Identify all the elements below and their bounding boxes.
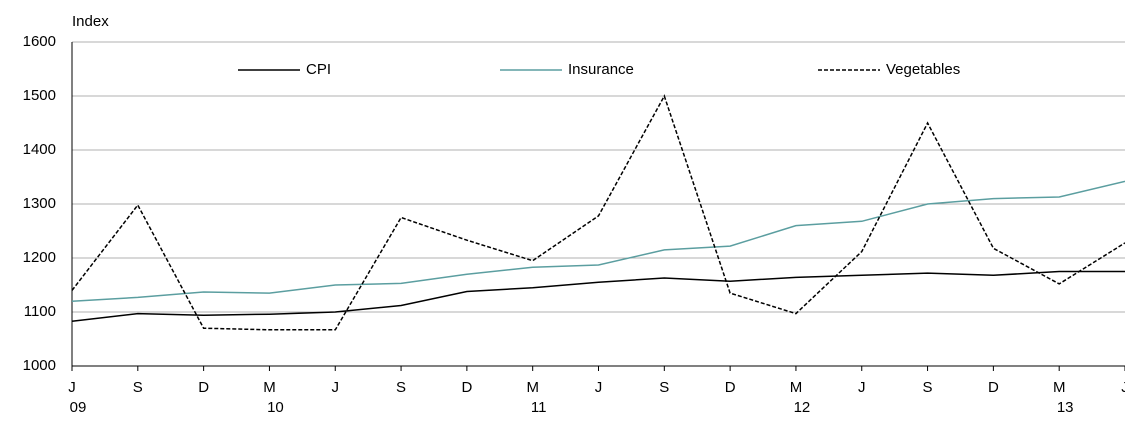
- x-tick-label: S: [923, 379, 933, 396]
- legend-label: Insurance: [568, 61, 634, 78]
- y-tick-label: 1600: [23, 33, 56, 50]
- x-tick-label: M: [263, 379, 276, 396]
- x-tick-label: D: [461, 379, 472, 396]
- x-year-label: 13: [1057, 399, 1074, 416]
- x-tick-label: M: [1053, 379, 1066, 396]
- x-tick-label: J: [1121, 379, 1125, 396]
- x-tick-label: D: [988, 379, 999, 396]
- y-tick-label: 1500: [23, 87, 56, 104]
- series-line: [71, 180, 1125, 302]
- x-year-label: 10: [267, 399, 284, 416]
- legend-label: CPI: [306, 61, 331, 78]
- y-tick-label: 1200: [23, 249, 56, 266]
- x-tick-label: D: [198, 379, 209, 396]
- y-tick-label: 1300: [23, 195, 56, 212]
- x-tick-label: J: [68, 379, 76, 396]
- x-tick-label: S: [133, 379, 143, 396]
- x-tick-label: D: [725, 379, 736, 396]
- x-tick-label: J: [595, 379, 603, 396]
- x-tick-label: S: [396, 379, 406, 396]
- x-tick-label: J: [858, 379, 866, 396]
- x-tick-label: J: [332, 379, 340, 396]
- y-tick-label: 1100: [24, 303, 56, 320]
- series-line: [71, 94, 1125, 331]
- y-tick-label: 1000: [23, 357, 56, 374]
- y-axis-title: Index: [72, 13, 109, 30]
- x-tick-label: M: [526, 379, 539, 396]
- x-year-label: 09: [70, 399, 87, 416]
- legend-label: Vegetables: [886, 61, 960, 78]
- x-year-label: 12: [794, 399, 811, 416]
- series-line: [71, 270, 1125, 322]
- x-tick-label: M: [790, 379, 803, 396]
- x-tick-label: S: [659, 379, 669, 396]
- x-year-label: 11: [531, 399, 547, 416]
- y-tick-label: 1400: [23, 141, 56, 158]
